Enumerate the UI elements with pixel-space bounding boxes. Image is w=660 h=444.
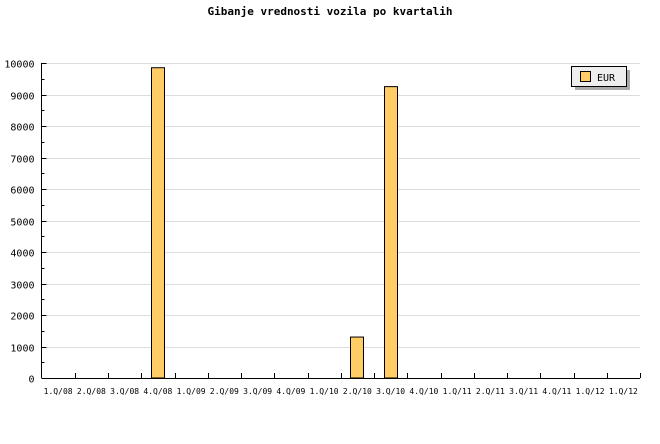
y-tick-label: 7000	[10, 155, 34, 166]
bars	[151, 67, 398, 379]
y-tick-label: 0	[28, 375, 34, 386]
x-tick-label: 4.Q/09	[276, 387, 305, 396]
x-tick-label: 1.Q/12	[576, 387, 605, 396]
y-tick-label: 1000	[10, 344, 34, 355]
y-tick-label: 5000	[10, 218, 34, 229]
legend-swatch	[580, 71, 591, 82]
x-tick-label: 1.Q/08	[44, 387, 73, 396]
chart-title: Gibanje vrednosti vozila po kvartalih	[207, 5, 452, 18]
x-tick-label: 2.Q/08	[77, 387, 106, 396]
x-tick-label: 2.Q/09	[210, 387, 239, 396]
x-tick-label: 4.Q/11	[542, 387, 571, 396]
y-tick-label: 3000	[10, 281, 34, 292]
y-tick-label: 4000	[10, 249, 34, 260]
x-tick-label: 4.Q/08	[143, 387, 172, 396]
y-tick-label: 8000	[10, 123, 34, 134]
axes	[41, 63, 641, 379]
y-tick-labels: 0 1000 2000 3000 4000 5000 6000 7000 8000 9000 100…	[4, 60, 34, 386]
y-tick-label: 2000	[10, 312, 34, 323]
bar-4.Q/08	[151, 67, 165, 379]
x-tick-label: 2.Q/10	[343, 387, 372, 396]
x-tick-label: 2.Q/11	[476, 387, 505, 396]
x-tick-label: 1.Q/09	[177, 387, 206, 396]
x-tick-label: 3.Q/08	[110, 387, 139, 396]
x-tick-label: 3.Q/10	[376, 387, 405, 396]
x-tick-label: 4.Q/10	[409, 387, 438, 396]
y-tick-label: 10000	[4, 60, 34, 71]
y-tick-label: 9000	[10, 92, 34, 103]
x-tick-labels: 1.Q/08 2.Q/08 3.Q/08 4.Q/08 1.Q/09 2.Q/09 3.Q/…	[44, 387, 638, 396]
y-tick-label: 6000	[10, 186, 34, 197]
bar-2.Q/10	[350, 336, 364, 379]
bar-3.Q/10	[384, 86, 398, 379]
x-tick-label: 3.Q/09	[243, 387, 272, 396]
x-tick-label: 3.Q/11	[509, 387, 538, 396]
x-tick-label: 1.Q/10	[310, 387, 339, 396]
x-tick-label: 1.Q/11	[443, 387, 472, 396]
x-tick-label: 1.Q/12	[609, 387, 638, 396]
legend: EUR	[571, 66, 630, 90]
legend-label: EUR	[597, 73, 616, 84]
gridlines	[41, 63, 640, 348]
